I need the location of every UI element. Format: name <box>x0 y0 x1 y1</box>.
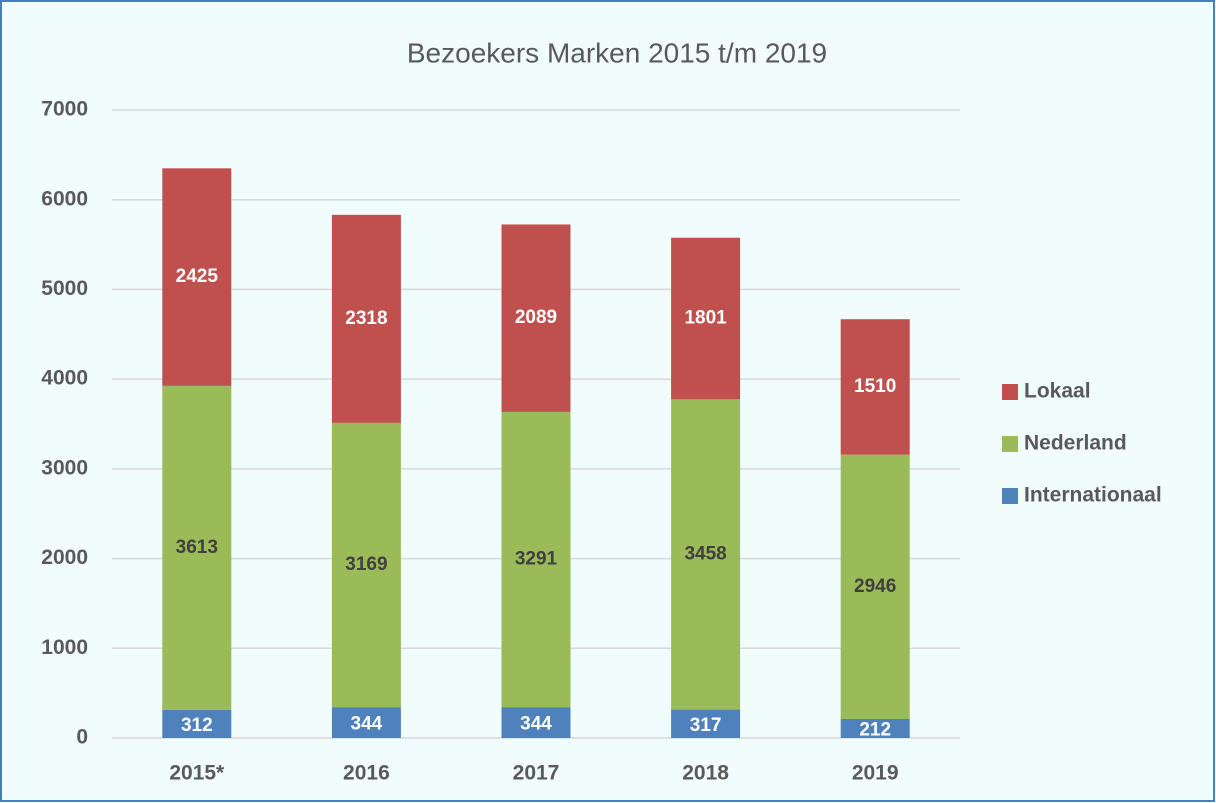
data-label: 3291 <box>515 549 558 570</box>
data-label: 2946 <box>854 576 896 597</box>
chart-title: Bezoekers Marken 2015 t/m 2019 <box>407 37 827 68</box>
y-tick-label: 6000 <box>41 187 88 210</box>
bar-segment <box>840 718 910 738</box>
bar-segment <box>671 399 741 710</box>
bar-segment <box>331 707 401 738</box>
x-tick-label: 2015* <box>169 762 225 785</box>
data-label: 3458 <box>684 543 726 564</box>
data-label: 1801 <box>684 308 727 329</box>
bar-segment <box>840 454 910 719</box>
data-label: 344 <box>351 714 383 735</box>
bar-segment <box>162 710 232 738</box>
legend-swatch <box>1002 436 1018 452</box>
data-label: 3169 <box>345 554 387 575</box>
y-tick-label: 0 <box>76 726 88 749</box>
bar-segment <box>162 385 232 711</box>
bar-segment <box>671 709 741 738</box>
legend-swatch <box>1002 384 1018 400</box>
y-tick-label: 1000 <box>41 636 88 659</box>
legend-label: Nederland <box>1024 432 1127 455</box>
bar-segment <box>501 707 571 738</box>
y-tick-label: 7000 <box>41 98 88 121</box>
bar-segment <box>162 168 232 386</box>
data-label: 2089 <box>515 307 557 328</box>
bar-segment <box>501 224 571 412</box>
bar-segment <box>671 237 741 400</box>
y-tick-label: 2000 <box>41 546 88 569</box>
data-label: 212 <box>859 720 891 741</box>
x-tick-label: 2017 <box>513 762 560 785</box>
data-label: 3613 <box>176 537 218 558</box>
legend-label: Internationaal <box>1024 484 1162 507</box>
data-label: 1510 <box>854 376 896 397</box>
legend-label: Lokaal <box>1024 380 1091 403</box>
bar-segment <box>331 214 401 423</box>
y-tick-label: 3000 <box>41 456 88 479</box>
y-tick-label: 4000 <box>41 367 88 390</box>
x-tick-label: 2019 <box>852 762 899 785</box>
bar-segment <box>501 411 571 708</box>
x-tick-label: 2016 <box>343 762 390 785</box>
data-label: 2318 <box>345 308 387 329</box>
bar-segment <box>840 319 910 455</box>
y-tick-label: 5000 <box>41 277 88 300</box>
data-label: 344 <box>520 714 552 735</box>
bar-segment <box>331 422 401 708</box>
data-label: 2425 <box>176 266 219 287</box>
legend-swatch <box>1002 488 1018 504</box>
data-label: 317 <box>690 715 722 736</box>
x-tick-label: 2018 <box>682 762 729 785</box>
data-label: 312 <box>181 715 213 736</box>
